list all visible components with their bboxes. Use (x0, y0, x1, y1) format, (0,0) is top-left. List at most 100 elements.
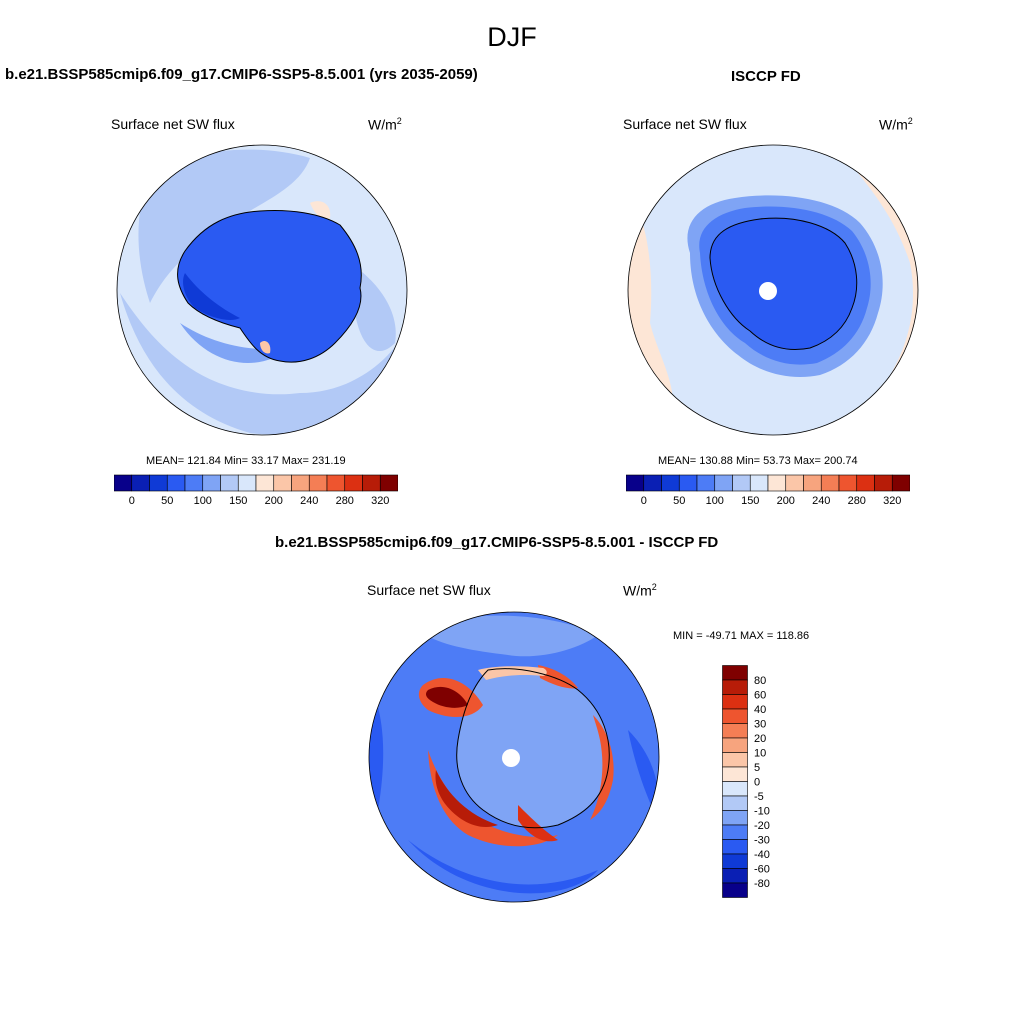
colorbar-swatch (803, 474, 822, 492)
colorbar-swatch (838, 474, 858, 492)
model-colorbar (114, 474, 398, 492)
colorbar-tick-label: 100 (193, 495, 212, 507)
colorbar-tick-label: 320 (883, 495, 902, 507)
colorbar-swatch (696, 474, 716, 492)
colorbar-tick-label: 280 (335, 495, 354, 507)
colorbar-tick-label: 0 (128, 495, 135, 507)
colorbar-swatch (722, 839, 748, 855)
colorbar-tick-label: 60 (754, 690, 766, 702)
model-panel-title: b.e21.BSSP585cmip6.f09_g17.CMIP6-SSP5-8.… (5, 66, 478, 83)
colorbar-swatch (732, 474, 751, 492)
colorbar-tick-label: 40 (754, 704, 766, 716)
colorbar-tick-label: 200 (776, 495, 795, 507)
colorbar-swatch (722, 781, 748, 797)
colorbar-swatch (722, 824, 748, 840)
colorbar-swatch (379, 474, 398, 492)
colorbar-tick-label: 50 (673, 495, 686, 507)
colorbar-swatch (856, 474, 875, 492)
diff-panel-title: b.e21.BSSP585cmip6.f09_g17.CMIP6-SSP5-8.… (275, 534, 719, 551)
colorbar-swatch (722, 810, 748, 826)
diff-units-label: W/m2 (623, 582, 657, 599)
diff-stats: MIN = -49.71 MAX = 118.86 (673, 630, 810, 642)
model-polar-map (116, 144, 408, 436)
colorbar-tick-label: 0 (640, 495, 647, 507)
colorbar-swatch (362, 474, 381, 492)
colorbar-swatch (714, 474, 733, 492)
colorbar-tick-label: 80 (754, 675, 766, 687)
colorbar-swatch (749, 474, 769, 492)
colorbar-swatch (184, 474, 204, 492)
colorbar-tick-label: 30 (754, 719, 766, 731)
obs-colorbar (626, 474, 910, 492)
colorbar-tick-label: 150 (741, 495, 760, 507)
colorbar-swatch (626, 474, 645, 492)
colorbar-swatch (643, 474, 662, 492)
diff-variable-label: Surface net SW flux (367, 582, 491, 598)
colorbar-tick-label: 150 (229, 495, 248, 507)
colorbar-swatch (166, 474, 186, 492)
colorbar-tick-label: 5 (754, 762, 760, 774)
colorbar-swatch (722, 679, 748, 695)
colorbar-tick-label: -80 (754, 878, 770, 890)
colorbar-tick-label: -5 (754, 791, 764, 803)
diff-polar-map (368, 611, 660, 903)
colorbar-tick-label: 0 (754, 777, 760, 789)
obs-colorbar-ticks: 0 50 100 150 200 240 280 320 (626, 495, 916, 509)
colorbar-swatch (149, 474, 168, 492)
colorbar-swatch (661, 474, 680, 492)
colorbar-swatch (326, 474, 346, 492)
colorbar-swatch (202, 474, 221, 492)
season-title: DJF (487, 22, 537, 52)
model-units-label: W/m2 (368, 116, 402, 133)
model-colorbar-ticks: 0 50 100 150 200 240 280 320 (114, 495, 404, 509)
obs-polar-map (627, 144, 919, 436)
colorbar-swatch (785, 474, 804, 492)
colorbar-swatch (722, 868, 748, 884)
model-stats: MEAN= 121.84 Min= 33.17 Max= 231.19 (146, 455, 346, 467)
colorbar-tick-label: -20 (754, 820, 770, 832)
obs-panel-title: ISCCP FD (731, 68, 801, 85)
colorbar-tick-label: 10 (754, 748, 766, 760)
colorbar-swatch (273, 474, 292, 492)
colorbar-swatch (237, 474, 257, 492)
colorbar-swatch (131, 474, 150, 492)
model-variable-label: Surface net SW flux (111, 116, 235, 132)
colorbar-swatch (722, 665, 748, 681)
colorbar-swatch (344, 474, 363, 492)
colorbar-tick-label: 320 (371, 495, 390, 507)
colorbar-tick-label: 20 (754, 733, 766, 745)
colorbar-swatch (722, 853, 748, 869)
colorbar-swatch (291, 474, 310, 492)
colorbar-tick-label: 280 (847, 495, 866, 507)
colorbar-swatch (722, 694, 748, 710)
obs-units-label: W/m2 (879, 116, 913, 133)
colorbar-tick-label: -40 (754, 849, 770, 861)
colorbar-tick-label: -60 (754, 864, 770, 876)
colorbar-swatch (722, 766, 748, 782)
colorbar-swatch (722, 737, 748, 753)
colorbar-swatch (255, 474, 275, 492)
colorbar-tick-label: -30 (754, 835, 770, 847)
colorbar-tick-label: 240 (812, 495, 831, 507)
colorbar-swatch (722, 723, 748, 739)
colorbar-tick-label: 50 (161, 495, 174, 507)
colorbar-swatch (114, 474, 133, 492)
colorbar-swatch (308, 474, 328, 492)
colorbar-swatch (874, 474, 893, 492)
obs-stats: MEAN= 130.88 Min= 53.73 Max= 200.74 (658, 455, 858, 467)
diff-colorbar: 80 60 40 30 20 10 5 0 -5 -10 -20 -30 -40 -60 -80 (722, 665, 770, 898)
colorbar-tick-label: 100 (705, 495, 724, 507)
colorbar-tick-label: 200 (264, 495, 283, 507)
colorbar-swatch (891, 474, 910, 492)
colorbar-swatch (722, 752, 748, 768)
obs-variable-label: Surface net SW flux (623, 116, 747, 132)
colorbar-swatch (678, 474, 698, 492)
colorbar-tick-label: 240 (300, 495, 319, 507)
colorbar-tick-label: -10 (754, 806, 770, 818)
colorbar-swatch (722, 795, 748, 811)
colorbar-swatch (767, 474, 787, 492)
colorbar-swatch (820, 474, 840, 492)
colorbar-swatch (220, 474, 239, 492)
colorbar-swatch (722, 882, 748, 898)
colorbar-swatch (722, 708, 748, 724)
